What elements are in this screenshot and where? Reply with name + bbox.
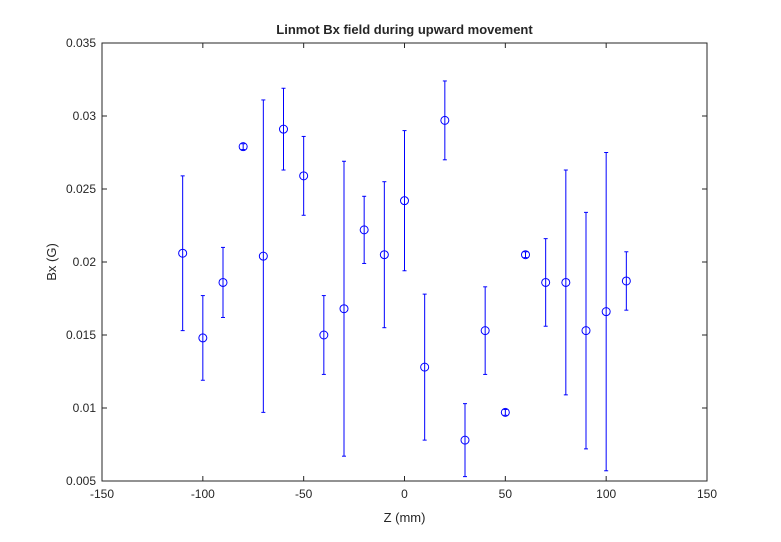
y-tick-label: 0.015 xyxy=(66,328,96,342)
marker xyxy=(218,277,228,287)
marker xyxy=(359,225,369,235)
marker xyxy=(601,307,611,317)
error-bar xyxy=(604,152,609,472)
marker xyxy=(541,277,551,287)
error-bar xyxy=(221,246,225,318)
marker xyxy=(480,326,490,336)
x-tick-label: 100 xyxy=(596,487,616,501)
marker xyxy=(460,435,470,445)
error-bar xyxy=(321,295,326,375)
error-bar xyxy=(503,408,508,416)
marker xyxy=(319,330,329,340)
marker xyxy=(279,124,288,134)
marker xyxy=(198,333,208,343)
y-tick-label: 0.005 xyxy=(66,474,96,488)
marker xyxy=(178,248,188,258)
marker xyxy=(258,251,268,261)
x-axis-label: Z (mm) xyxy=(384,510,426,525)
marker xyxy=(238,142,248,152)
marker xyxy=(440,115,450,125)
error-bar xyxy=(563,169,568,396)
chart-title: Linmot Bx field during upward movement xyxy=(276,22,533,37)
error-bar xyxy=(362,195,367,264)
error-bar xyxy=(523,251,528,259)
y-tick-label: 0.01 xyxy=(73,401,97,415)
error-bar xyxy=(281,87,286,171)
y-tick-label: 0.025 xyxy=(66,182,96,196)
error-bar xyxy=(463,403,467,478)
error-bar xyxy=(241,143,246,151)
error-bar xyxy=(483,286,488,375)
error-bar xyxy=(442,80,447,161)
error-bar xyxy=(402,130,407,272)
marker xyxy=(561,277,571,287)
error-bar xyxy=(342,160,346,457)
y-tick-label: 0.02 xyxy=(73,255,97,269)
marker xyxy=(299,171,309,181)
error-bar xyxy=(180,175,185,332)
marker xyxy=(581,326,591,336)
y-tick-label: 0.03 xyxy=(73,109,97,123)
error-bar xyxy=(584,211,588,450)
error-bar xyxy=(261,99,266,413)
x-tick-label: 150 xyxy=(697,487,717,501)
error-bar xyxy=(543,238,548,327)
error-bar xyxy=(382,181,387,329)
error-bar xyxy=(422,293,427,441)
marker xyxy=(400,196,409,206)
marker xyxy=(420,362,430,372)
marker xyxy=(339,304,349,314)
x-tick-label: 0 xyxy=(401,487,408,501)
x-tick-label: -150 xyxy=(90,487,114,501)
x-tick-label: 50 xyxy=(499,487,513,501)
x-tick-label: -50 xyxy=(295,487,313,501)
error-bar xyxy=(624,251,629,311)
marker xyxy=(500,407,510,417)
error-bar xyxy=(301,135,306,216)
marker xyxy=(521,250,530,260)
y-tick-label: 0.035 xyxy=(66,36,96,50)
marker xyxy=(379,250,389,260)
error-bar xyxy=(200,295,205,381)
marker xyxy=(621,276,631,286)
x-tick-label: -100 xyxy=(191,487,215,501)
y-axis-label: Bx (G) xyxy=(44,243,59,281)
